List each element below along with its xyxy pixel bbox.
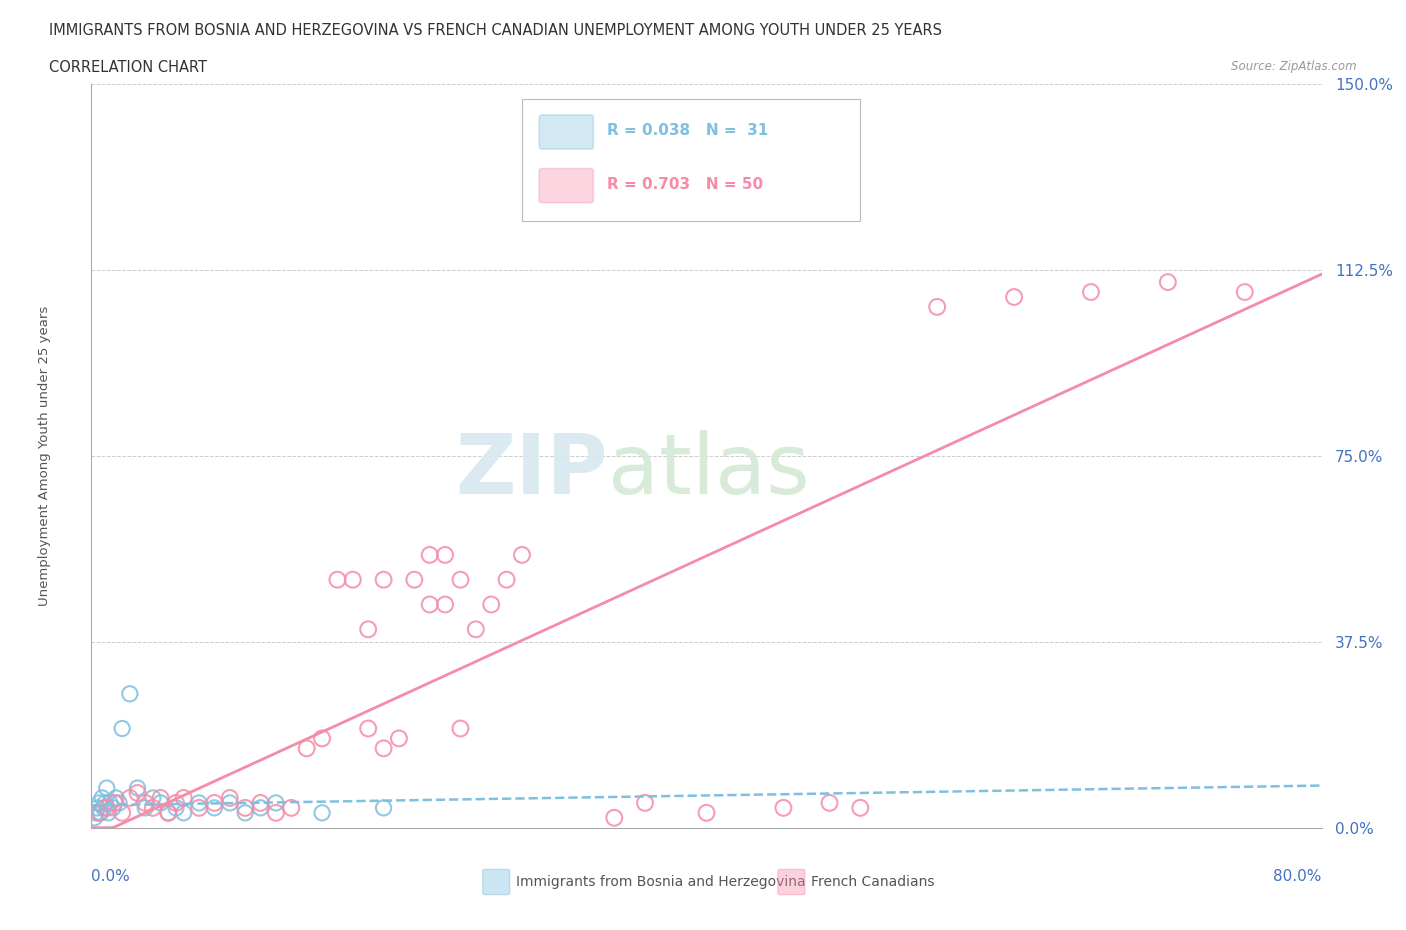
Point	[108, 795, 131, 810]
FancyBboxPatch shape	[538, 115, 593, 149]
Text: R = 0.703   N = 50: R = 0.703 N = 50	[607, 177, 763, 192]
Point	[849, 801, 872, 816]
Point	[202, 795, 225, 810]
Point	[93, 801, 115, 816]
Point	[94, 795, 117, 810]
Point	[311, 731, 333, 746]
FancyBboxPatch shape	[522, 99, 860, 221]
Point	[326, 572, 349, 587]
Point	[218, 790, 240, 805]
Point	[233, 801, 256, 816]
Text: IMMIGRANTS FROM BOSNIA AND HERZEGOVINA VS FRENCH CANADIAN UNEMPLOYMENT AMONG YOU: IMMIGRANTS FROM BOSNIA AND HERZEGOVINA V…	[49, 23, 942, 38]
FancyBboxPatch shape	[538, 168, 593, 203]
Point	[603, 810, 626, 825]
Point	[233, 805, 256, 820]
Point	[84, 805, 107, 820]
Point	[464, 622, 486, 637]
Point	[357, 721, 380, 736]
Point	[264, 795, 287, 810]
Point	[419, 548, 441, 563]
Point	[90, 805, 112, 820]
Point	[118, 790, 141, 805]
Point	[434, 597, 457, 612]
Point	[388, 731, 411, 746]
Point	[264, 805, 287, 820]
Point	[295, 741, 318, 756]
Point	[449, 721, 471, 736]
Point	[479, 597, 502, 612]
Text: 0.0%: 0.0%	[91, 869, 131, 883]
Point	[818, 795, 841, 810]
Point	[86, 801, 108, 816]
Point	[134, 801, 156, 816]
Point	[280, 801, 302, 816]
Point	[188, 795, 211, 810]
Text: 80.0%: 80.0%	[1274, 869, 1322, 883]
Text: French Canadians: French Canadians	[811, 875, 935, 889]
Point	[87, 795, 110, 810]
Point	[1233, 285, 1256, 299]
Point	[111, 721, 134, 736]
Point	[695, 805, 717, 820]
Point	[111, 805, 134, 820]
Point	[91, 790, 114, 805]
Text: ZIP: ZIP	[456, 430, 607, 512]
Point	[157, 805, 180, 820]
Point	[373, 741, 395, 756]
Point	[173, 790, 195, 805]
Text: R = 0.038   N =  31: R = 0.038 N = 31	[607, 123, 768, 138]
Point	[188, 801, 211, 816]
Point	[772, 801, 794, 816]
Point	[249, 801, 271, 816]
Point	[373, 572, 395, 587]
Point	[449, 572, 471, 587]
Point	[165, 795, 187, 810]
Point	[83, 810, 105, 825]
Point	[149, 790, 172, 805]
Point	[357, 622, 380, 637]
Point	[105, 790, 127, 805]
Point	[97, 805, 120, 820]
Point	[510, 548, 533, 563]
Text: Source: ZipAtlas.com: Source: ZipAtlas.com	[1232, 60, 1357, 73]
Point	[1002, 289, 1025, 304]
Point	[103, 795, 125, 810]
Point	[249, 795, 271, 810]
Point	[419, 597, 441, 612]
Point	[634, 795, 657, 810]
Point	[218, 795, 240, 810]
Point	[165, 801, 187, 816]
Point	[173, 805, 195, 820]
Point	[96, 801, 118, 816]
Point	[149, 795, 172, 810]
Point	[157, 805, 180, 820]
Point	[495, 572, 517, 587]
Point	[1080, 285, 1102, 299]
Point	[98, 795, 121, 810]
Text: atlas: atlas	[607, 430, 810, 512]
FancyBboxPatch shape	[778, 870, 804, 895]
Point	[118, 686, 141, 701]
Point	[96, 780, 118, 795]
Point	[87, 805, 110, 820]
Text: Unemployment Among Youth under 25 years: Unemployment Among Youth under 25 years	[38, 306, 51, 605]
Point	[142, 790, 165, 805]
Point	[927, 299, 949, 314]
FancyBboxPatch shape	[482, 870, 509, 895]
Point	[127, 786, 149, 801]
Point	[1157, 274, 1180, 289]
Point	[404, 572, 426, 587]
Text: CORRELATION CHART: CORRELATION CHART	[49, 60, 207, 75]
Point	[134, 795, 156, 810]
Point	[202, 801, 225, 816]
Point	[311, 805, 333, 820]
Point	[434, 548, 457, 563]
Point	[373, 801, 395, 816]
Point	[142, 801, 165, 816]
Point	[101, 801, 124, 816]
Point	[127, 780, 149, 795]
Text: Immigrants from Bosnia and Herzegovina: Immigrants from Bosnia and Herzegovina	[516, 875, 806, 889]
Point	[342, 572, 364, 587]
